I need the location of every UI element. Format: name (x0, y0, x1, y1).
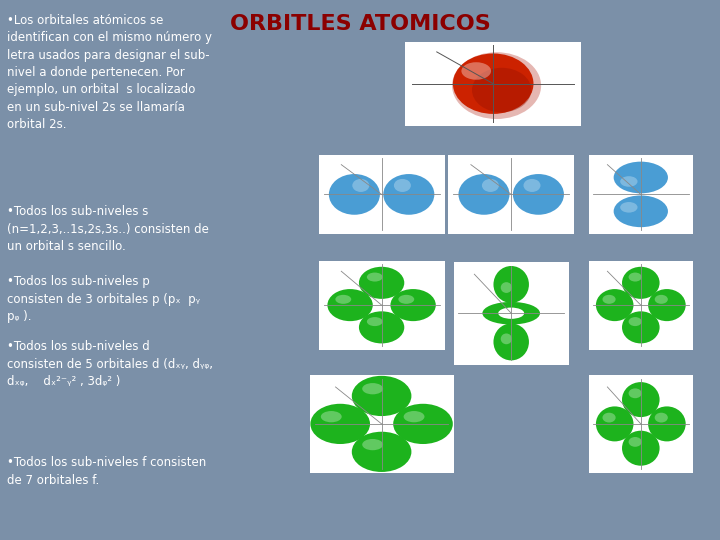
Ellipse shape (629, 388, 642, 398)
Ellipse shape (622, 267, 660, 299)
Ellipse shape (462, 62, 491, 80)
Ellipse shape (622, 431, 660, 465)
Ellipse shape (359, 312, 405, 343)
Ellipse shape (452, 52, 541, 119)
Text: •Todos los sub-niveles s
(n=1,2,3,..1s,2s,3s..) consisten de
un orbital s sencil: •Todos los sub-niveles s (n=1,2,3,..1s,2… (7, 205, 209, 253)
Ellipse shape (393, 404, 453, 444)
Ellipse shape (321, 411, 342, 422)
Ellipse shape (394, 179, 411, 192)
Ellipse shape (352, 431, 411, 472)
Ellipse shape (654, 295, 668, 304)
Ellipse shape (648, 289, 685, 321)
Ellipse shape (482, 302, 540, 325)
Bar (589, 375, 693, 472)
Text: •Todos los sub-niveles p
consisten de 3 orbitales p (pₓ  pᵧ
pᵩ ).: •Todos los sub-niveles p consisten de 3 … (7, 275, 200, 323)
Ellipse shape (596, 407, 634, 441)
Ellipse shape (352, 376, 411, 416)
Bar (448, 156, 575, 233)
Bar (319, 261, 444, 350)
Ellipse shape (613, 195, 668, 227)
Ellipse shape (404, 411, 425, 422)
Bar (589, 261, 693, 350)
Ellipse shape (648, 407, 685, 441)
Ellipse shape (622, 382, 660, 417)
Ellipse shape (336, 295, 351, 304)
Bar (454, 262, 569, 364)
Bar (589, 156, 693, 233)
Ellipse shape (613, 161, 668, 193)
Ellipse shape (310, 404, 370, 444)
Text: •Todos los sub-niveles d
consisten de 5 orbitales d (dₓᵧ, dᵧᵩ,
dₓᵩ,    dₓ²⁻ᵧ² , : •Todos los sub-niveles d consisten de 5 … (7, 340, 213, 388)
Ellipse shape (482, 179, 499, 192)
Ellipse shape (500, 282, 512, 293)
Ellipse shape (493, 323, 529, 360)
Ellipse shape (629, 273, 642, 281)
Ellipse shape (603, 413, 616, 422)
Ellipse shape (362, 383, 383, 394)
Ellipse shape (472, 68, 531, 112)
Ellipse shape (367, 317, 383, 326)
Ellipse shape (523, 179, 541, 192)
Ellipse shape (329, 174, 380, 215)
Ellipse shape (328, 289, 373, 321)
Bar (405, 42, 582, 126)
Ellipse shape (629, 317, 642, 326)
Bar (319, 156, 444, 233)
Bar (310, 375, 454, 472)
Ellipse shape (453, 53, 534, 114)
Ellipse shape (500, 334, 512, 344)
Ellipse shape (603, 295, 616, 304)
Ellipse shape (654, 413, 668, 422)
Ellipse shape (367, 273, 383, 281)
Ellipse shape (620, 202, 637, 213)
Ellipse shape (390, 289, 436, 321)
Ellipse shape (513, 174, 564, 215)
Ellipse shape (493, 266, 529, 303)
Ellipse shape (596, 289, 634, 321)
Ellipse shape (359, 267, 405, 299)
Ellipse shape (459, 174, 510, 215)
Text: ORBITLES ATOMICOS: ORBITLES ATOMICOS (230, 14, 490, 33)
Ellipse shape (362, 439, 383, 450)
Ellipse shape (383, 174, 434, 215)
Ellipse shape (622, 312, 660, 343)
Ellipse shape (352, 179, 369, 192)
Text: •Todos los sub-niveles f consisten
de 7 orbitales f.: •Todos los sub-niveles f consisten de 7 … (7, 456, 207, 487)
Ellipse shape (398, 295, 414, 304)
Ellipse shape (629, 437, 642, 447)
Text: •Los orbitales atómicos se
identifican con el mismo número y
letra usados para d: •Los orbitales atómicos se identifican c… (7, 14, 212, 132)
Ellipse shape (620, 176, 637, 187)
Ellipse shape (498, 308, 524, 319)
